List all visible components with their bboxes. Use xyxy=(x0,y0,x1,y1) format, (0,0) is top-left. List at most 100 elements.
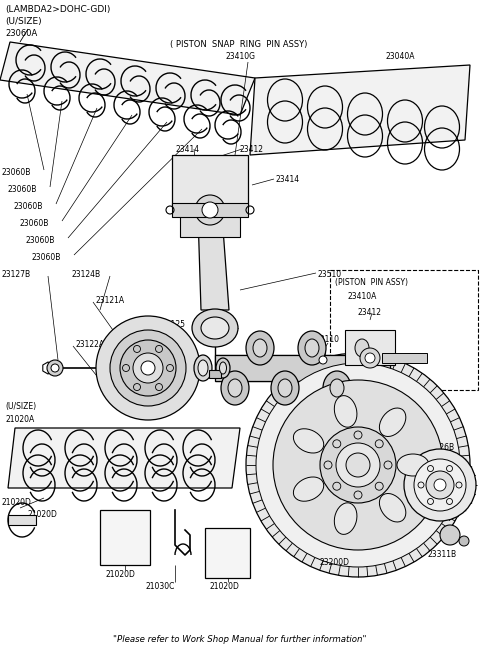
Polygon shape xyxy=(0,42,255,115)
Ellipse shape xyxy=(216,358,230,378)
Bar xyxy=(209,370,221,378)
Text: 23060B: 23060B xyxy=(2,168,31,177)
Text: 24351A: 24351A xyxy=(148,358,178,367)
Ellipse shape xyxy=(278,379,292,397)
Text: (U/SIZE): (U/SIZE) xyxy=(5,17,42,26)
Text: 23414: 23414 xyxy=(275,175,299,184)
Text: 21020D: 21020D xyxy=(105,570,135,579)
Text: 23060B: 23060B xyxy=(14,202,43,211)
Text: 23060B: 23060B xyxy=(8,185,37,194)
Text: (PISTON  PIN ASSY): (PISTON PIN ASSY) xyxy=(335,278,408,287)
Text: 23412: 23412 xyxy=(240,145,264,154)
Text: 23060B: 23060B xyxy=(32,253,61,262)
Text: "Please refer to Work Shop Manual for further information": "Please refer to Work Shop Manual for fu… xyxy=(113,635,367,644)
Text: 21121A: 21121A xyxy=(315,405,344,414)
Ellipse shape xyxy=(194,355,212,381)
Circle shape xyxy=(47,360,63,376)
Circle shape xyxy=(404,449,476,521)
Bar xyxy=(172,155,248,207)
Ellipse shape xyxy=(348,331,376,365)
Text: 23226B: 23226B xyxy=(425,443,454,452)
Ellipse shape xyxy=(355,339,369,357)
Ellipse shape xyxy=(397,454,429,476)
Text: 21020D: 21020D xyxy=(2,498,32,507)
Circle shape xyxy=(319,356,327,364)
Ellipse shape xyxy=(293,429,324,453)
Ellipse shape xyxy=(330,379,344,397)
Circle shape xyxy=(414,459,466,511)
Circle shape xyxy=(346,453,370,477)
Text: 21020D: 21020D xyxy=(210,582,240,591)
Circle shape xyxy=(440,525,460,545)
Circle shape xyxy=(320,427,396,503)
Ellipse shape xyxy=(246,331,274,365)
Text: ( PISTON  SNAP  RING  PIN ASSY): ( PISTON SNAP RING PIN ASSY) xyxy=(170,40,307,49)
Bar xyxy=(180,207,240,237)
Circle shape xyxy=(360,348,380,368)
Circle shape xyxy=(120,340,176,396)
Ellipse shape xyxy=(219,362,227,374)
Ellipse shape xyxy=(228,379,242,397)
Text: 23124B: 23124B xyxy=(72,270,101,279)
Text: 23410G: 23410G xyxy=(225,52,255,61)
Text: 23110: 23110 xyxy=(315,335,339,344)
Circle shape xyxy=(459,536,469,546)
Ellipse shape xyxy=(293,477,324,501)
Ellipse shape xyxy=(198,360,208,376)
Circle shape xyxy=(96,316,200,420)
Text: 23121A: 23121A xyxy=(95,296,124,305)
Text: 23410A: 23410A xyxy=(348,292,377,301)
Circle shape xyxy=(110,330,186,406)
Circle shape xyxy=(273,380,443,550)
Circle shape xyxy=(51,364,59,372)
Ellipse shape xyxy=(379,493,406,522)
Circle shape xyxy=(246,353,470,577)
Ellipse shape xyxy=(305,339,319,357)
Circle shape xyxy=(434,479,446,491)
Bar xyxy=(172,203,248,217)
Text: 23040A: 23040A xyxy=(385,52,415,61)
Ellipse shape xyxy=(221,371,249,405)
Text: 23127B: 23127B xyxy=(2,270,31,279)
Polygon shape xyxy=(198,215,229,310)
Text: (U/SIZE): (U/SIZE) xyxy=(5,402,36,411)
Text: 23510: 23510 xyxy=(318,270,342,279)
Bar xyxy=(215,355,390,381)
Circle shape xyxy=(202,202,218,218)
Text: 23060B: 23060B xyxy=(26,236,55,245)
Circle shape xyxy=(141,361,155,375)
Text: 21020A: 21020A xyxy=(5,415,34,424)
Circle shape xyxy=(365,353,375,363)
Bar xyxy=(8,515,36,525)
Text: 23412: 23412 xyxy=(358,308,382,317)
Text: (LAMBDA2>DOHC-GDI): (LAMBDA2>DOHC-GDI) xyxy=(5,5,110,14)
Ellipse shape xyxy=(379,408,406,436)
Circle shape xyxy=(426,471,454,499)
Circle shape xyxy=(195,195,225,225)
Text: 21020D: 21020D xyxy=(28,510,58,519)
Ellipse shape xyxy=(201,317,229,339)
Bar xyxy=(330,270,478,390)
Text: 23513: 23513 xyxy=(240,363,264,372)
Polygon shape xyxy=(250,65,470,155)
Text: 23414: 23414 xyxy=(175,145,199,154)
Bar xyxy=(100,510,150,565)
Text: 23200D: 23200D xyxy=(320,558,350,567)
Text: 23125: 23125 xyxy=(162,320,186,329)
Ellipse shape xyxy=(335,503,357,534)
Text: 1601DG: 1601DG xyxy=(298,350,326,356)
Ellipse shape xyxy=(271,371,299,405)
Circle shape xyxy=(336,443,380,487)
Bar xyxy=(205,528,250,578)
Ellipse shape xyxy=(253,339,267,357)
Text: 23060A: 23060A xyxy=(5,29,37,38)
Text: 23311B: 23311B xyxy=(428,550,457,559)
Circle shape xyxy=(256,363,460,567)
Ellipse shape xyxy=(323,371,351,405)
Circle shape xyxy=(133,353,163,383)
Bar xyxy=(382,353,427,363)
Text: 23122A: 23122A xyxy=(75,340,104,349)
Polygon shape xyxy=(8,428,240,488)
Text: 23060B: 23060B xyxy=(20,219,49,228)
Ellipse shape xyxy=(192,309,238,347)
